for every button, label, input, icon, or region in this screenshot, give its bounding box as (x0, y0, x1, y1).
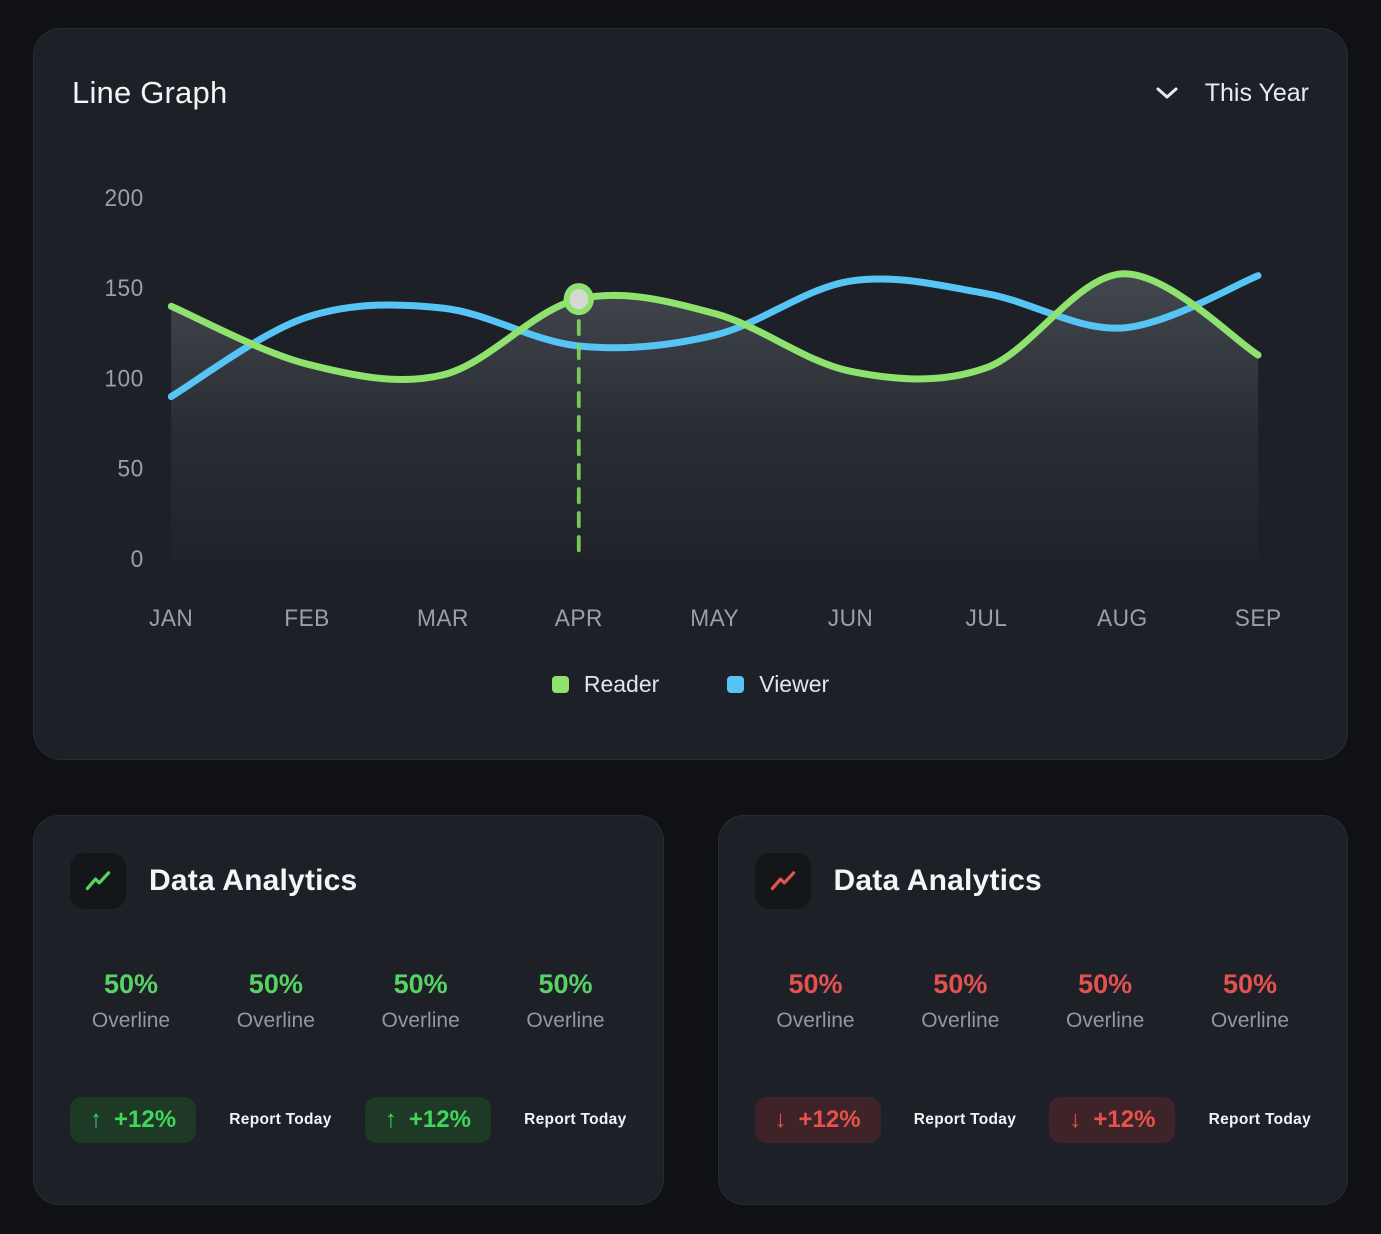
x-axis-month-label: JUL (966, 604, 1008, 631)
y-axis-tick-label: 0 (131, 545, 144, 572)
stat-value: 50% (248, 969, 303, 999)
stat-label: Overline (776, 1009, 855, 1032)
x-axis-month-label: MAY (690, 604, 739, 631)
x-axis-month-label: APR (555, 604, 603, 631)
stat-label: Overline (526, 1009, 605, 1032)
change-badge-up: ↑ +12% (364, 1097, 491, 1143)
legend-label-viewer: Viewer (759, 671, 830, 697)
change-value: +12% (798, 1106, 861, 1133)
line-graph-card: Line Graph This Year 200 150 100 50 0 JAN FEB M… (33, 28, 1348, 760)
analytics-header: Data Analytics (754, 853, 1312, 909)
stat-label: Overline (1066, 1009, 1145, 1032)
stats-row: 50% Overline 50% Overline 50% Overline 5… (755, 969, 1312, 1033)
stat-value: 50% (103, 969, 159, 999)
actions-row: ↑ +12% Report Today ↑ +12% Report Today (70, 1097, 627, 1143)
trend-line-up-icon (70, 853, 126, 909)
analytics-cards-row: Data Analytics 50% Overline 50% Overline… (33, 815, 1348, 1205)
y-axis-tick-label: 50 (118, 455, 144, 482)
actions-row: ↓ +12% Report Today ↓ +12% Report Today (754, 1097, 1312, 1143)
stat-item: 50% Overline (901, 969, 1019, 1033)
period-selector-label: This Year (1204, 78, 1309, 107)
stat-label: Overline (921, 1009, 1000, 1032)
analytics-title: Data Analytics (149, 864, 358, 897)
y-axis-tick-label: 150 (104, 275, 143, 302)
stat-label: Overline (1210, 1009, 1290, 1032)
analytics-header: Data Analytics (70, 853, 627, 909)
arrow-down-icon: ↓ (1069, 1106, 1082, 1133)
stat-value: 50% (1222, 969, 1277, 999)
change-badge-down: ↓ +12% (1049, 1097, 1176, 1143)
stat-value: 50% (933, 969, 988, 999)
stat-item: 50% Overline (72, 969, 190, 1033)
stat-value: 50% (1078, 969, 1133, 999)
y-axis-tick-label: 100 (104, 365, 143, 392)
highlight-marker-core (569, 289, 589, 310)
x-axis-month-label: JUN (828, 604, 874, 631)
x-axis-month-label: FEB (284, 604, 330, 631)
chevron-down-icon (1156, 87, 1178, 99)
reader-area-fill (171, 273, 1259, 559)
stat-item: 50% Overline (757, 969, 875, 1033)
stat-item: 50% Overline (506, 969, 624, 1033)
data-analytics-card-positive: Data Analytics 50% Overline 50% Overline… (33, 815, 664, 1205)
chart-title: Line Graph (72, 75, 228, 110)
line-chart: 200 150 100 50 0 JAN FEB MAR APR MAY JUN JUL AUG SEP (104, 184, 1282, 631)
report-today-label: Report Today (1208, 1111, 1311, 1128)
change-badge-down: ↓ +12% (754, 1097, 881, 1143)
legend-item-reader[interactable]: Reader (551, 671, 660, 698)
y-axis-tick-label: 200 (104, 184, 143, 211)
x-axis-month-label: SEP (1235, 604, 1282, 631)
change-value: +12% (1093, 1106, 1156, 1133)
arrow-down-icon: ↓ (774, 1106, 787, 1133)
stat-item: 50% Overline (362, 969, 480, 1033)
stat-value: 50% (393, 969, 448, 999)
stat-label: Overline (91, 1009, 171, 1032)
legend-item-viewer[interactable]: Viewer (727, 671, 829, 698)
stat-item: 50% Overline (1191, 969, 1309, 1033)
x-axis-month-label: AUG (1097, 604, 1148, 631)
change-value: +12% (408, 1106, 471, 1133)
reader-line (167, 270, 1262, 383)
change-value: +12% (114, 1106, 177, 1133)
report-today-label: Report Today (913, 1111, 1017, 1128)
stats-row: 50% Overline 50% Overline 50% Overline 5… (70, 969, 627, 1033)
arrow-up-icon: ↑ (384, 1106, 397, 1133)
report-today-label: Report Today (229, 1111, 332, 1128)
analytics-title: Data Analytics (833, 864, 1042, 897)
reader-swatch-icon (551, 676, 569, 693)
stat-label: Overline (381, 1009, 460, 1032)
legend-label-reader: Reader (583, 671, 660, 697)
viewer-swatch-icon (727, 676, 745, 693)
stat-label: Overline (236, 1009, 315, 1032)
report-today-label: Report Today (524, 1111, 627, 1128)
stat-item: 50% Overline (1046, 969, 1164, 1033)
x-axis-month-label: JAN (149, 604, 193, 631)
arrow-up-icon: ↑ (90, 1106, 102, 1133)
change-badge-up: ↑ +12% (70, 1097, 197, 1143)
viewer-line (167, 272, 1262, 401)
stat-value: 50% (538, 969, 593, 999)
x-axis-month-label: MAR (417, 604, 469, 631)
chart-legend: Reader Viewer (70, 671, 1311, 698)
trend-line-down-icon (754, 853, 811, 909)
data-analytics-card-negative: Data Analytics 50% Overline 50% Overline… (717, 815, 1348, 1205)
period-selector-dropdown[interactable]: This Year (1155, 79, 1309, 108)
stat-value: 50% (788, 969, 843, 999)
stat-item: 50% Overline (217, 969, 335, 1033)
chart-header: Line Graph This Year (70, 75, 1311, 111)
